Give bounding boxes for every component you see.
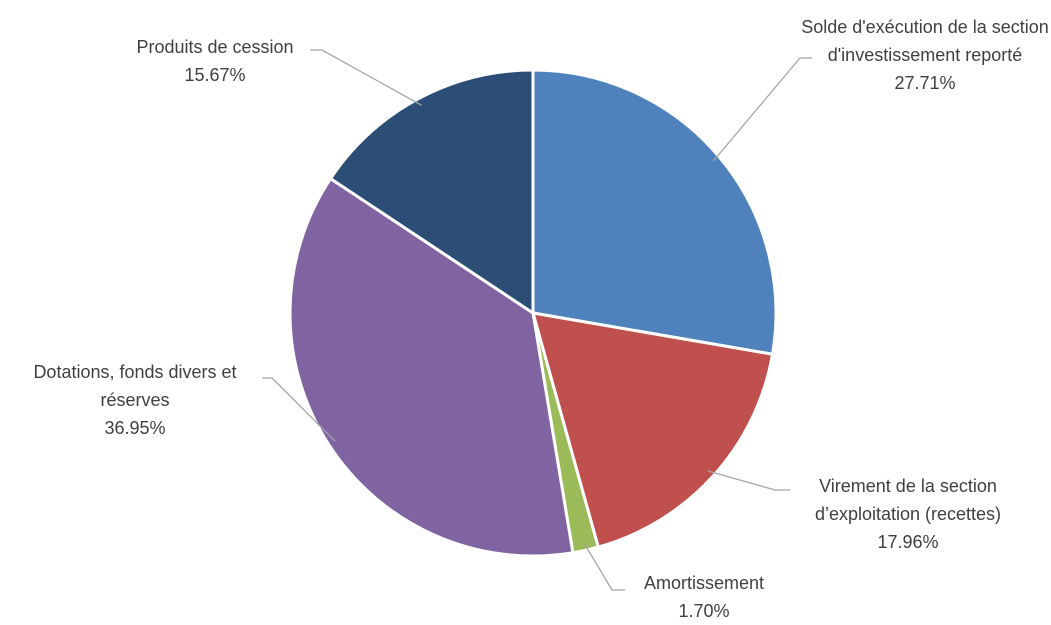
category-label: Virement de la section d’exploitation (r… <box>814 476 1002 524</box>
data-label: Amortissement 1.70% <box>604 569 804 625</box>
category-label: Dotations, fonds divers et réserves <box>33 362 237 410</box>
value-label: 15.67% <box>184 65 246 85</box>
leader-line <box>583 542 625 591</box>
pie-slice <box>288 176 575 558</box>
value-label: 27.71% <box>894 73 956 93</box>
data-label: Solde d'exécution de la section d'invest… <box>795 13 1051 97</box>
data-label: Virement de la section d’exploitation (r… <box>788 472 1028 556</box>
category-label: Produits de cession <box>136 37 294 57</box>
category-label: Solde d'exécution de la section d'invest… <box>801 17 1049 65</box>
category-label: Amortissement <box>643 573 765 593</box>
data-label: Produits de cession 15.67% <box>105 33 325 89</box>
leader-line <box>262 377 336 442</box>
pie-slice <box>328 68 535 316</box>
pie-slice <box>531 68 778 356</box>
pie-slice <box>530 311 775 549</box>
leader-line <box>707 470 790 491</box>
leader-line <box>310 49 422 106</box>
leader-line <box>712 57 812 162</box>
value-label: 36.95% <box>104 418 166 438</box>
value-label: 17.96% <box>877 532 939 552</box>
data-label: Dotations, fonds divers et réserves 36.95… <box>4 358 266 442</box>
value-label: 1.70% <box>678 601 730 621</box>
